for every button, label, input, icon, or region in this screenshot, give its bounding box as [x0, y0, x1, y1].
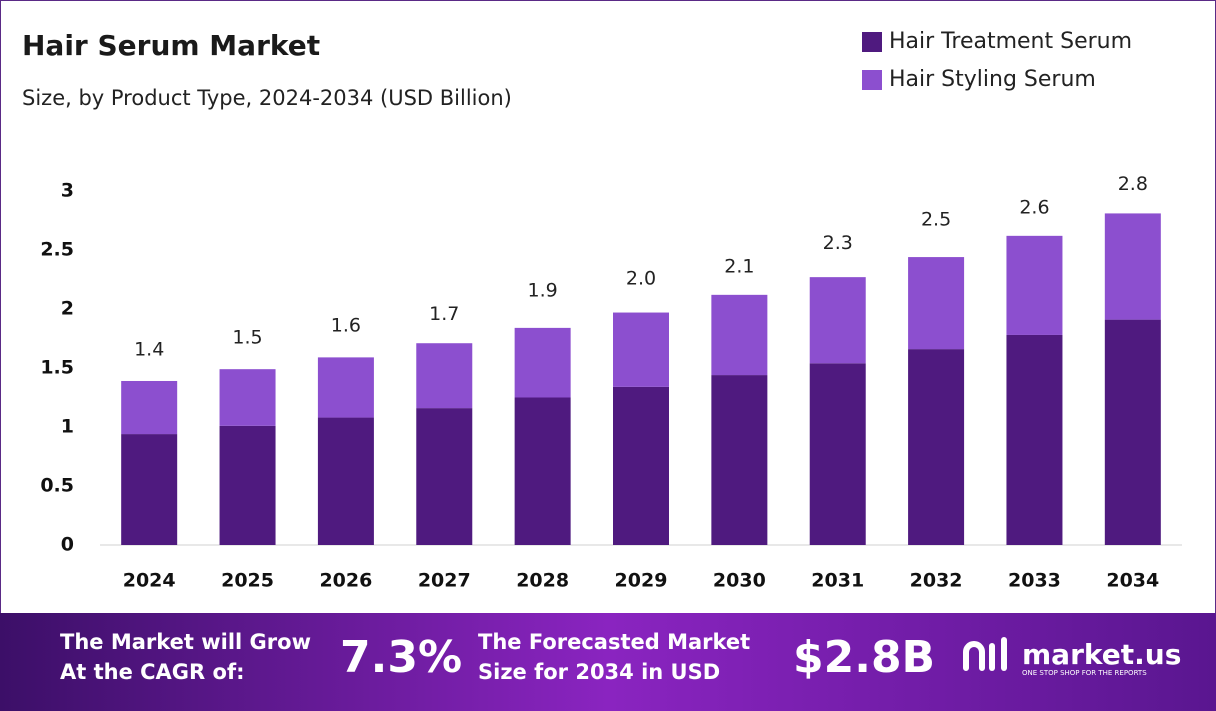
- legend-label: Hair Treatment Serum: [889, 29, 1132, 54]
- bar-segment: [908, 257, 965, 350]
- total-label: 1.4: [134, 338, 164, 360]
- bar-segment: [219, 369, 276, 426]
- footer-cagr-value: 7.3%: [340, 632, 462, 683]
- legend-swatch: [862, 70, 882, 90]
- x-tick-label: 2031: [811, 570, 864, 592]
- total-label: 2.5: [921, 209, 951, 231]
- footer-cagr-text: At the CAGR of:: [60, 660, 245, 684]
- bar-segment: [1006, 334, 1063, 545]
- x-tick-label: 2032: [910, 570, 963, 592]
- x-tick-label: 2029: [615, 570, 668, 592]
- total-label: 2.0: [626, 268, 656, 290]
- bar-segment: [809, 277, 866, 364]
- bar-segment: [1006, 235, 1063, 335]
- bar-segment: [809, 363, 866, 545]
- bar-segment: [711, 294, 768, 376]
- x-tick-label: 2027: [418, 570, 471, 592]
- y-tick-label: 1.5: [40, 357, 74, 379]
- bar-segment: [416, 343, 473, 409]
- y-tick-label: 2.5: [40, 239, 74, 261]
- x-tick-label: 2034: [1106, 570, 1159, 592]
- brand-tagline: ONE STOP SHOP FOR THE REPORTS: [1022, 669, 1147, 677]
- total-label: 1.9: [528, 279, 558, 301]
- total-label: 1.6: [331, 315, 361, 337]
- bar-segment: [613, 386, 669, 545]
- bar-segment: [514, 397, 571, 545]
- footer-cagr-text: The Market will Grow: [60, 630, 311, 654]
- chart-title: Hair Serum Market: [22, 29, 320, 62]
- total-label: 1.5: [232, 327, 262, 349]
- brand-name: market.us: [1022, 638, 1181, 671]
- bar-segment: [121, 434, 178, 545]
- x-tick-label: 2025: [221, 570, 274, 592]
- y-tick-label: 3: [61, 180, 74, 202]
- x-tick-label: 2026: [319, 570, 372, 592]
- bar-segment: [317, 417, 374, 545]
- x-tick-label: 2028: [516, 570, 569, 592]
- bar-segment: [1104, 319, 1161, 545]
- total-label: 2.3: [823, 232, 853, 254]
- total-label: 1.7: [429, 303, 459, 325]
- total-label: 2.6: [1019, 197, 1049, 219]
- total-label: 2.8: [1118, 173, 1148, 195]
- bar-segment: [121, 380, 178, 435]
- legend-swatch: [862, 32, 882, 52]
- y-tick-label: 0: [61, 534, 74, 556]
- x-tick-label: 2030: [713, 570, 766, 592]
- x-tick-label: 2024: [123, 570, 176, 592]
- bar-segment: [613, 312, 669, 387]
- y-tick-label: 0.5: [40, 475, 74, 497]
- footer-forecast-value: $2.8B: [793, 632, 935, 683]
- bar-segment: [711, 375, 768, 545]
- x-tick-label: 2033: [1008, 570, 1061, 592]
- footer-forecast-text: Size for 2034 in USD: [478, 660, 720, 684]
- bar-segment: [1104, 213, 1161, 320]
- bar-segment: [514, 327, 571, 398]
- total-label: 2.1: [724, 256, 754, 278]
- chart-subtitle: Size, by Product Type, 2024-2034 (USD Bi…: [22, 86, 512, 110]
- y-tick-label: 1: [61, 416, 74, 438]
- legend-label: Hair Styling Serum: [889, 67, 1096, 92]
- bar-segment: [317, 357, 374, 418]
- y-tick-label: 2: [61, 298, 74, 320]
- footer-band: [0, 613, 1216, 711]
- bar-segment: [908, 349, 965, 545]
- bar-segment: [219, 425, 276, 545]
- footer-forecast-text: The Forecasted Market: [478, 630, 750, 654]
- bar-segment: [416, 408, 473, 545]
- brand-logo: [963, 637, 1007, 671]
